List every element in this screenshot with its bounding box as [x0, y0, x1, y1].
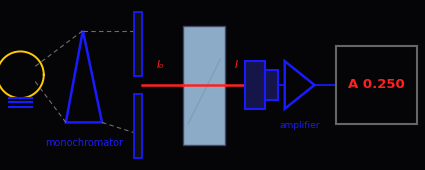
Bar	[245, 61, 264, 109]
Text: amplifier: amplifier	[279, 121, 320, 130]
Bar	[183, 26, 225, 144]
Bar	[264, 70, 278, 100]
Text: monochromator: monochromator	[45, 138, 123, 148]
Text: I₀: I₀	[157, 60, 164, 70]
Bar	[336, 46, 416, 124]
Bar	[134, 12, 142, 76]
Text: A 0.250: A 0.250	[348, 79, 405, 91]
Bar	[134, 94, 142, 158]
Text: I: I	[234, 60, 238, 70]
